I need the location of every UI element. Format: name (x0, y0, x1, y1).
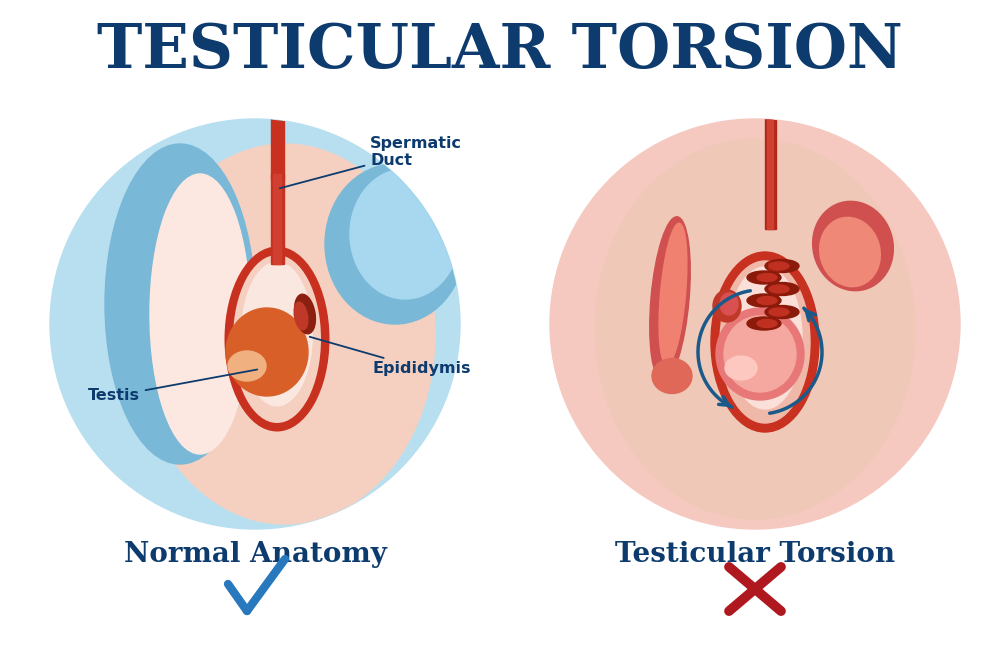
Circle shape (50, 119, 460, 529)
Text: Normal Anatomy: Normal Anatomy (124, 541, 386, 568)
Ellipse shape (820, 217, 880, 286)
Ellipse shape (765, 306, 799, 318)
Ellipse shape (747, 271, 781, 284)
Ellipse shape (757, 296, 777, 304)
Text: TESTICULAR TORSION: TESTICULAR TORSION (97, 21, 903, 81)
Ellipse shape (295, 294, 315, 334)
FancyBboxPatch shape (270, 109, 284, 179)
Text: Testicular Torsion: Testicular Torsion (615, 541, 895, 568)
FancyBboxPatch shape (273, 174, 281, 264)
FancyBboxPatch shape (767, 109, 773, 229)
Ellipse shape (713, 290, 741, 322)
Ellipse shape (350, 169, 460, 299)
Ellipse shape (757, 274, 777, 282)
Text: Spermatic
Duct: Spermatic Duct (280, 136, 462, 188)
FancyBboxPatch shape (768, 262, 778, 328)
FancyBboxPatch shape (765, 109, 776, 229)
Text: Epididymis: Epididymis (310, 337, 472, 376)
Ellipse shape (241, 262, 313, 406)
Ellipse shape (724, 316, 796, 392)
Ellipse shape (747, 294, 781, 307)
Ellipse shape (757, 320, 777, 328)
Ellipse shape (813, 201, 893, 290)
Ellipse shape (769, 308, 789, 316)
Ellipse shape (747, 317, 781, 330)
Ellipse shape (765, 260, 799, 272)
Ellipse shape (325, 164, 465, 324)
Ellipse shape (720, 293, 738, 315)
Ellipse shape (652, 358, 692, 394)
Ellipse shape (720, 261, 810, 423)
Ellipse shape (150, 174, 250, 454)
Ellipse shape (294, 302, 308, 330)
Ellipse shape (135, 144, 435, 524)
Text: Testis: Testis (88, 370, 257, 404)
Ellipse shape (725, 356, 757, 380)
Ellipse shape (233, 255, 321, 423)
Ellipse shape (224, 246, 330, 432)
Ellipse shape (765, 282, 799, 296)
Ellipse shape (769, 285, 789, 293)
Ellipse shape (595, 139, 915, 519)
Ellipse shape (226, 308, 308, 396)
FancyBboxPatch shape (270, 174, 284, 264)
Ellipse shape (728, 267, 802, 409)
Circle shape (550, 119, 960, 529)
Ellipse shape (711, 252, 819, 432)
Ellipse shape (659, 223, 687, 365)
Ellipse shape (769, 262, 789, 270)
Ellipse shape (228, 351, 266, 381)
Ellipse shape (105, 144, 255, 464)
Ellipse shape (716, 308, 804, 400)
Ellipse shape (650, 217, 690, 381)
